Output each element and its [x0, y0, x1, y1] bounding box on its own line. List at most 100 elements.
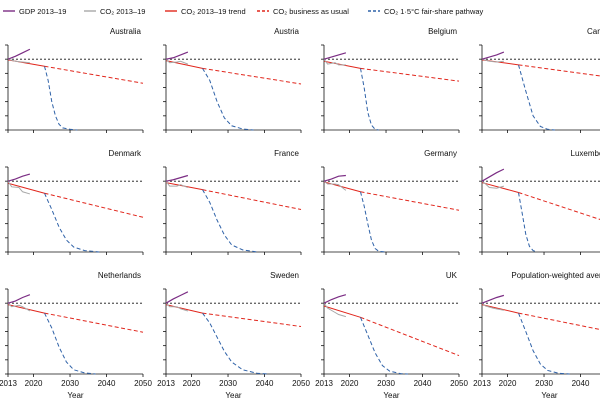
series-co2-line — [323, 58, 346, 66]
series-bau-line — [360, 191, 460, 211]
panel-uk: UK 2013 2020 2030 2040 2050 Year — [315, 271, 468, 400]
series-co2-line — [7, 58, 30, 64]
series-bau-line — [44, 312, 144, 333]
panel-title: Canada — [587, 27, 600, 36]
panel-title: France — [274, 149, 299, 158]
series-gdp-line — [481, 168, 505, 182]
legend-co2: CO₂ 2013–19 — [84, 7, 145, 16]
panel-australia: Australia — [5, 27, 144, 133]
series-bau-line — [360, 67, 460, 82]
x-tick-label: 2020 — [499, 379, 517, 388]
series-trend-line — [7, 182, 45, 194]
panel-luxembourg: Luxembourg — [479, 149, 600, 255]
panel-title: Denmark — [109, 149, 142, 158]
x-tick-label: 2013 — [0, 379, 17, 388]
series-trend-line — [165, 60, 203, 69]
x-tick-label: 2030 — [219, 379, 237, 388]
series-gdp-line — [7, 48, 31, 60]
x-axis-title: Year — [67, 391, 84, 400]
x-tick-label: 2030 — [377, 379, 395, 388]
series-bau-line — [202, 189, 302, 210]
series-fairshare-line — [359, 68, 379, 131]
x-tick-label: 2013 — [315, 379, 333, 388]
series-gdp-line — [7, 294, 31, 304]
panel-title: UK — [446, 271, 458, 280]
x-tick-label: 2020 — [341, 379, 359, 388]
panels-grid: Australia Austria Belgium Canada Denmark Fran… — [0, 27, 600, 400]
legend-trend: CO₂ 2013–19 trend — [165, 7, 246, 16]
series-gdp-line — [7, 173, 31, 182]
panel-belgium: Belgium — [321, 27, 460, 133]
legend-bau: CO₂ business as usual — [257, 7, 349, 16]
series-gdp-line — [323, 174, 346, 182]
series-fairshare-line — [518, 64, 556, 131]
panel-title: Sweden — [270, 271, 299, 280]
legend: GDP 2013–19 CO₂ 2013–19 CO₂ 2013–19 trend C… — [3, 7, 484, 16]
legend-gdp: GDP 2013–19 — [3, 7, 66, 16]
legend-gdp-label: GDP 2013–19 — [19, 7, 66, 16]
series-trend-line — [323, 305, 361, 318]
series-co2-line — [323, 302, 347, 318]
series-fairshare-line — [202, 68, 254, 131]
series-co2-line — [323, 180, 347, 191]
x-tick-label: 2040 — [572, 379, 590, 388]
panel-france: France — [163, 149, 302, 255]
legend-fairshare: CO₂ 1·5°C fair-share pathway — [368, 7, 484, 16]
panel-sweden: Sweden 2013 2020 2030 2040 2050 Year — [157, 271, 310, 400]
series-co2-line — [165, 58, 189, 65]
x-tick-label: 2030 — [61, 379, 79, 388]
series-co2-line — [481, 180, 505, 189]
series-trend-line — [165, 304, 203, 314]
panel-title: Luxembourg — [571, 149, 600, 158]
x-tick-label: 2030 — [535, 379, 553, 388]
panel-title: Netherlands — [98, 271, 141, 280]
series-bau-line — [518, 192, 600, 220]
panel-title: Belgium — [428, 27, 457, 36]
x-tick-label: 2050 — [450, 379, 468, 388]
x-tick-label: 2013 — [473, 379, 491, 388]
panel-denmark: Denmark — [5, 149, 144, 255]
x-tick-label: 2013 — [157, 379, 175, 388]
x-tick-label: 2050 — [134, 379, 152, 388]
series-fairshare-line — [202, 189, 258, 253]
series-co2-line — [481, 58, 504, 63]
panel-canada: Canada — [479, 27, 600, 133]
panel-population-weighted-average: Population-weighted average 2013 2020 2030 2… — [473, 271, 600, 400]
series-bau-line — [518, 64, 600, 77]
series-co2-line — [165, 302, 189, 312]
x-axis-title: Year — [383, 391, 400, 400]
series-bau-line — [518, 312, 600, 331]
series-fairshare-line — [44, 312, 96, 375]
series-gdp-line — [165, 174, 189, 182]
series-bau-line — [202, 312, 302, 328]
series-fairshare-line — [518, 312, 570, 375]
legend-fairshare-label: CO₂ 1·5°C fair-share pathway — [384, 7, 484, 16]
x-tick-label: 2020 — [183, 379, 201, 388]
series-fairshare-line — [360, 191, 387, 253]
series-co2-line — [7, 302, 31, 312]
x-tick-label: 2040 — [98, 379, 116, 388]
series-gdp-line — [165, 291, 189, 304]
series-bau-line — [44, 192, 144, 218]
series-gdp-line — [165, 51, 189, 60]
panel-netherlands: Netherlands 2013 2020 2030 2040 2050 Year — [0, 271, 152, 400]
series-gdp-line — [481, 294, 505, 304]
x-axis-title: Year — [225, 391, 242, 400]
series-bau-line — [360, 316, 460, 357]
x-tick-label: 2040 — [256, 379, 274, 388]
x-tick-label: 2020 — [25, 379, 43, 388]
series-gdp-line — [323, 294, 347, 304]
legend-trend-label: CO₂ 2013–19 trend — [181, 7, 246, 16]
panel-austria: Austria — [163, 27, 302, 133]
series-co2-line — [7, 180, 31, 195]
panel-title: Austria — [274, 27, 299, 36]
series-gdp-line — [323, 52, 347, 60]
series-fairshare-line — [44, 193, 100, 253]
series-fairshare-line — [44, 66, 78, 131]
series-fairshare-line — [202, 312, 269, 375]
x-tick-label: 2050 — [292, 379, 310, 388]
series-fairshare-line — [517, 192, 537, 253]
series-trend-line — [323, 181, 361, 193]
series-gdp-line — [481, 51, 505, 60]
